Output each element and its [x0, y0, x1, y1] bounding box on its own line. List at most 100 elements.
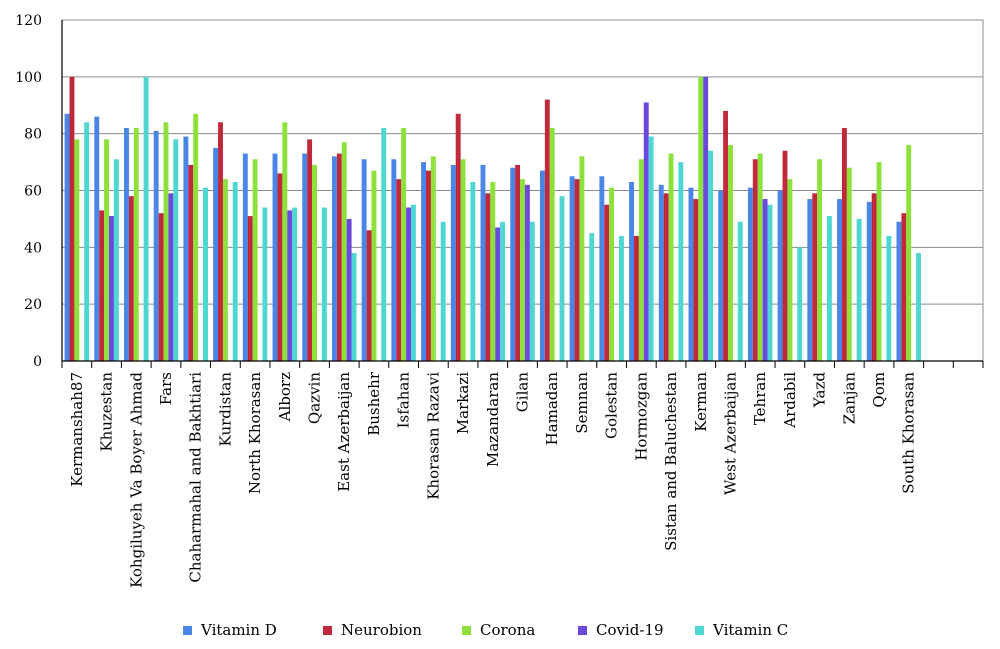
- bar-corona: [222, 179, 228, 361]
- bar-vitamin-c: [321, 207, 327, 361]
- legend-label: Corona: [480, 621, 536, 639]
- legend-label: Neurobion: [341, 621, 422, 639]
- x-tick-label: Bushehr: [365, 371, 383, 436]
- bar-vitamin-c: [500, 221, 506, 361]
- bar-covid-19: [703, 76, 709, 361]
- x-tick-label: Fars: [157, 372, 175, 405]
- chart-canvas: 0 20 40 60 80 100 120 Kermanshah87 Khuzestan Koh…: [15, 13, 984, 588]
- bar-neurobion: [485, 193, 491, 361]
- y-tick-label: 80: [24, 127, 42, 143]
- bar-neurobion: [188, 164, 194, 361]
- bar-vitamin-c: [113, 159, 119, 361]
- x-tick-label: Kerman: [692, 372, 710, 432]
- x-tick-label: South Khorasan: [900, 372, 918, 494]
- bar-corona: [579, 156, 585, 361]
- bar-covid-19: [287, 210, 293, 361]
- legend-label: Vitamin D: [201, 621, 277, 639]
- bar-corona: [668, 153, 674, 361]
- bar-vitamin-c: [886, 235, 892, 361]
- bar-corona: [460, 159, 466, 361]
- x-tick-label: Golestan: [603, 372, 621, 439]
- bar-vitamin-c: [203, 187, 208, 361]
- bar-vitamin-c: [143, 76, 149, 361]
- bar-vitamin-c: [292, 207, 298, 361]
- bar-neurobion: [871, 193, 877, 361]
- x-tick-label: Zanjan: [840, 372, 858, 425]
- x-tick-label: Yazd: [811, 372, 829, 409]
- legend-item-vitamin-c: Vitamin C: [695, 618, 788, 642]
- legend-label: Covid-19: [596, 621, 664, 639]
- bar-corona: [104, 139, 110, 361]
- bar-neurobion: [307, 139, 313, 361]
- bar-vitamin-d: [599, 176, 605, 361]
- x-tick-label: Kohgiluyeh Va Boyer Ahmad: [127, 372, 145, 588]
- bar-vitamin-c: [856, 218, 862, 361]
- bar-vitamin-c: [708, 150, 714, 361]
- legend-swatch: [695, 625, 704, 635]
- bar-corona: [817, 159, 823, 361]
- bar-vitamin-d: [777, 190, 783, 361]
- bar-covid-19: [524, 184, 530, 361]
- bar-neurobion: [574, 179, 580, 361]
- bar-vitamin-c: [559, 196, 565, 361]
- bar-vitamin-d: [153, 130, 159, 361]
- x-tick-label: West Azerbaijan: [722, 372, 740, 495]
- bar-vitamin-d: [361, 159, 367, 361]
- bar-neurobion: [426, 170, 431, 361]
- bar-corona: [876, 162, 882, 361]
- bar-covid-19: [406, 207, 412, 361]
- bar-corona: [133, 127, 139, 361]
- x-tick-label: Markazi: [454, 372, 472, 434]
- x-tick-label: Kermanshah87: [68, 372, 86, 487]
- bar-vitamin-d: [837, 199, 842, 361]
- bar-vitamin-d: [272, 153, 278, 361]
- bar-vitamin-c: [678, 162, 684, 361]
- bar-corona: [728, 145, 733, 361]
- bar-vitamin-d: [183, 136, 189, 361]
- bar-vitamin-d: [94, 116, 100, 362]
- bar-corona: [341, 142, 347, 361]
- bar-corona: [193, 113, 199, 361]
- x-tick-label: Khorasan Razavi: [424, 372, 442, 500]
- bar-neurobion: [336, 153, 342, 361]
- bar-corona: [787, 179, 793, 361]
- legend-swatch: [462, 625, 471, 635]
- bar-corona: [906, 145, 912, 361]
- bar-vitamin-d: [658, 184, 664, 361]
- y-tick-labels: 0 20 40 60 80 100 120: [15, 13, 42, 370]
- y-tick-label: 20: [24, 297, 42, 313]
- bar-corona: [490, 181, 496, 361]
- bar-covid-19: [762, 199, 768, 361]
- bar-vitamin-d: [213, 147, 219, 362]
- x-tick-label: Khuzestan: [98, 372, 116, 452]
- legend-swatch: [578, 625, 587, 635]
- legend-item-neurobion: Neurobion: [323, 618, 422, 642]
- bar-vitamin-d: [391, 159, 397, 361]
- bar-corona: [74, 139, 80, 361]
- legend-swatch: [183, 625, 192, 635]
- bar-vitamin-c: [173, 139, 179, 361]
- bar-vitamin-c: [797, 247, 803, 361]
- x-tick-label: Hormozgan: [632, 372, 650, 461]
- bar-corona: [549, 127, 555, 361]
- x-tick-labels: Kermanshah87 Khuzestan Kohgiluyeh Va Boyer…: [68, 371, 918, 588]
- bar-vitamin-d: [718, 190, 724, 361]
- bar-neurobion: [396, 179, 402, 361]
- bars: [64, 76, 921, 362]
- legend-item-vitamin-d: Vitamin D: [183, 618, 277, 642]
- bar-corona: [312, 164, 317, 361]
- bar-vitamin-d: [569, 176, 575, 361]
- bar-vitamin-c: [440, 221, 446, 361]
- bar-neurobion: [782, 150, 788, 361]
- y-tick-label: 0: [33, 354, 42, 370]
- legend-swatch: [323, 625, 332, 635]
- x-tick-label: Isfahan: [395, 372, 413, 429]
- bar-vitamin-d: [450, 164, 456, 361]
- bar-corona: [371, 170, 377, 361]
- legend: Vitamin D Neurobion Corona Covid-19 Vitamin …: [0, 618, 1000, 642]
- bar-vitamin-c: [737, 221, 743, 361]
- y-tick-label: 40: [24, 240, 42, 256]
- axes: [61, 19, 984, 368]
- bar-vitamin-c: [262, 207, 268, 361]
- bar-neurobion: [247, 216, 253, 361]
